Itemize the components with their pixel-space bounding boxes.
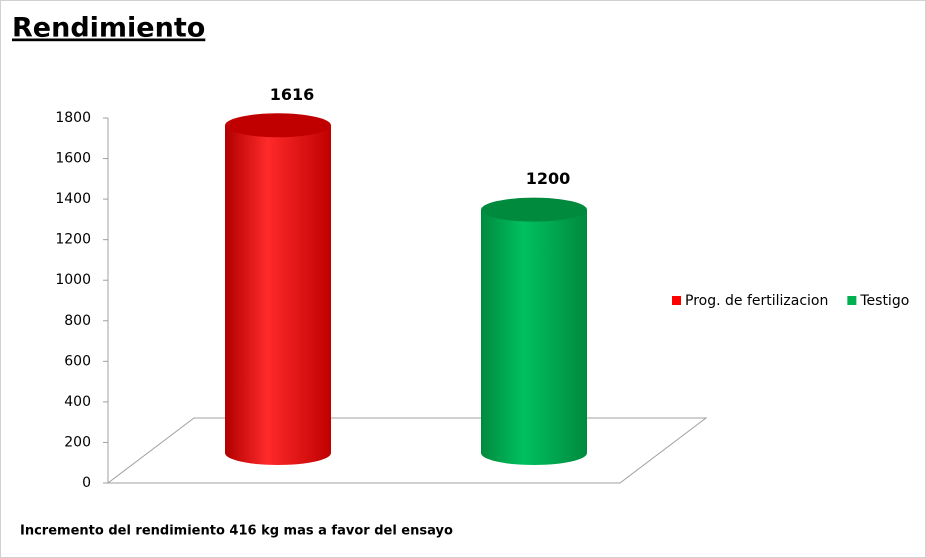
y-tick-label: 800 <box>64 313 91 329</box>
bar-top <box>481 197 587 222</box>
value-label: 1200 <box>526 169 571 188</box>
y-tick-label: 1600 <box>55 151 91 167</box>
value-label: 1616 <box>270 85 315 104</box>
legend-swatch <box>672 296 681 305</box>
bar-top <box>225 113 331 138</box>
legend-swatch <box>847 296 857 305</box>
y-tick-label: 1200 <box>55 232 91 248</box>
y-tick-label: 400 <box>64 394 91 410</box>
legend-label: Testigo <box>859 293 909 309</box>
legend-label: Prog. de fertilizacion <box>685 293 828 309</box>
y-tick-label: 0 <box>82 475 91 491</box>
floor <box>106 417 708 484</box>
y-tick-label: 200 <box>64 434 91 450</box>
bar <box>481 209 587 465</box>
bar <box>225 125 331 466</box>
y-tick-label: 600 <box>64 353 91 369</box>
y-tick-label: 1000 <box>55 272 91 288</box>
chart-title: Rendimiento <box>12 13 205 44</box>
annotation: Incremento del rendimiento 416 kg mas a … <box>20 524 453 539</box>
y-tick-label: 1800 <box>55 110 91 126</box>
y-tick-label: 1400 <box>55 191 91 207</box>
